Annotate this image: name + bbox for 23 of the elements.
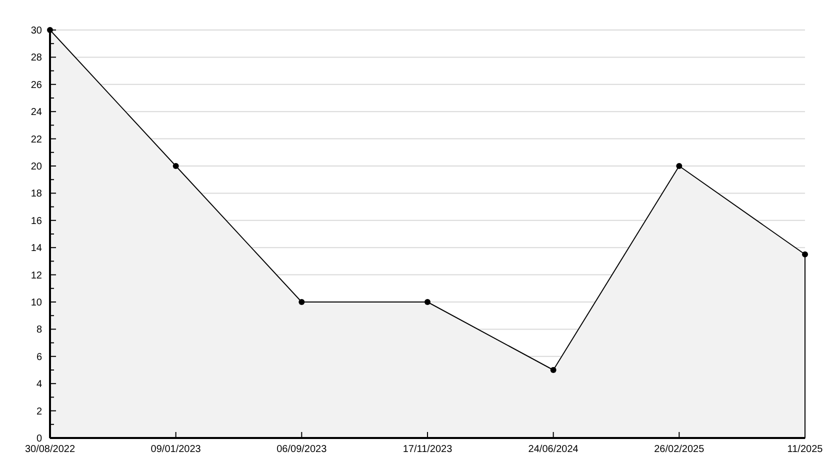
y-tick-label: 0 bbox=[36, 434, 42, 444]
y-tick-label: 2 bbox=[36, 406, 42, 418]
y-tick-label: 26 bbox=[30, 80, 42, 91]
y-tick-label: 22 bbox=[30, 134, 42, 146]
x-tick-label: 26/02/2025 bbox=[654, 444, 705, 455]
y-tick-label: 10 bbox=[30, 298, 42, 308]
x-tick-label: 09/01/2023 bbox=[150, 444, 202, 455]
x-tick-label: 06/09/2023 bbox=[276, 444, 328, 455]
y-tick-label: 24 bbox=[30, 107, 42, 118]
y-tick-label: 12 bbox=[30, 270, 42, 282]
y-tick-label: 14 bbox=[30, 243, 42, 254]
y-tick-label: 16 bbox=[30, 216, 42, 227]
y-tick-label: 30 bbox=[30, 26, 42, 36]
y-tick-label: 4 bbox=[36, 379, 42, 390]
x-tick-label: 11/2025 bbox=[787, 444, 824, 455]
x-tick-label: 24/06/2024 bbox=[528, 444, 579, 455]
y-tick-label: 28 bbox=[30, 52, 42, 64]
x-tick-label: 30/08/2022 bbox=[24, 444, 76, 455]
y-tick-label: 18 bbox=[30, 188, 42, 200]
y-tick-label: 6 bbox=[36, 352, 42, 363]
y-tick-label: 8 bbox=[36, 324, 42, 336]
x-tick-label: 17/11/2023 bbox=[402, 444, 453, 455]
y-tick-label: 20 bbox=[30, 162, 42, 172]
